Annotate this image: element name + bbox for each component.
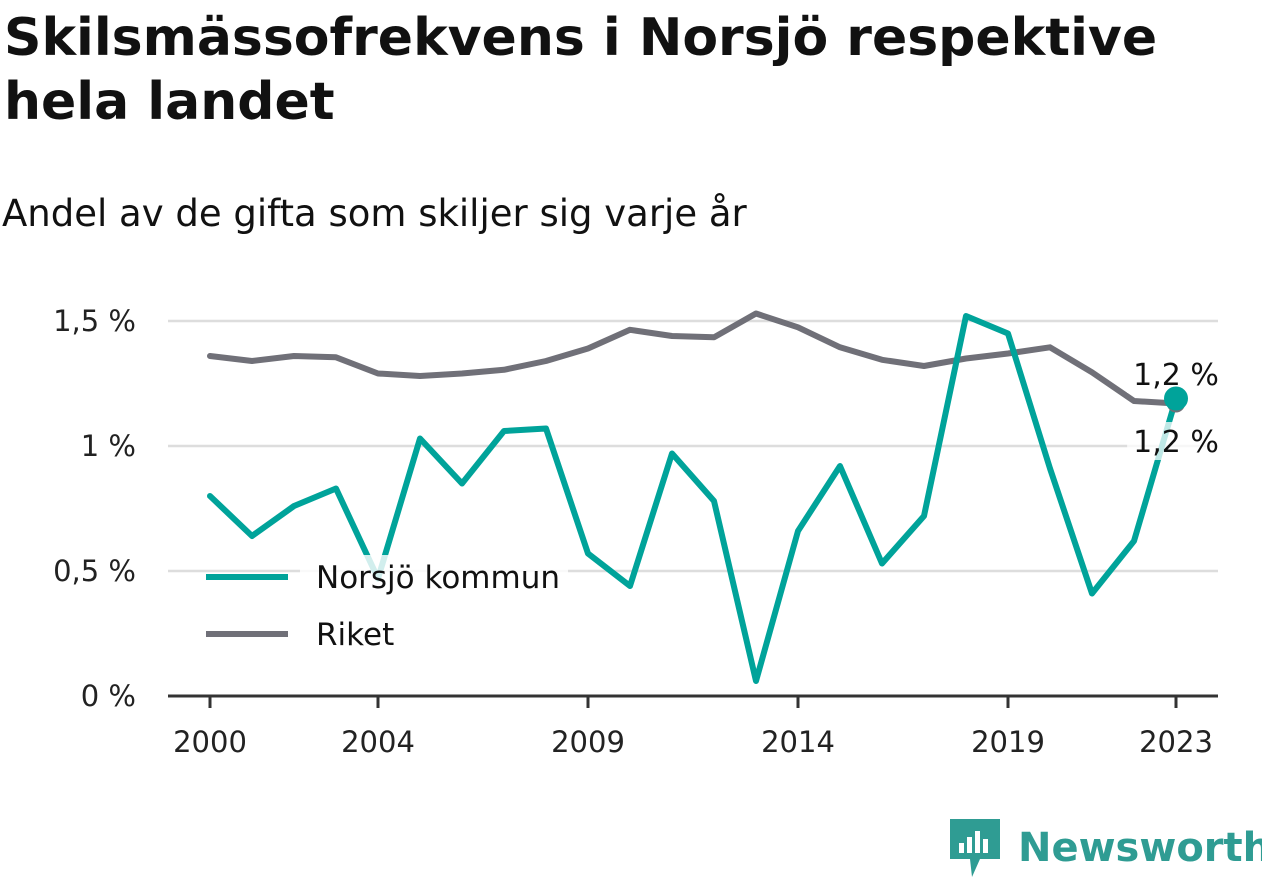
y-tick-label: 0,5 %: [53, 554, 136, 588]
legend-label-background: [300, 555, 568, 599]
x-axis: 2000 2004 2009 2014 2019 2023: [168, 694, 1218, 759]
end-marker: [1164, 386, 1188, 411]
y-tick-label: 0 %: [81, 679, 136, 713]
legend: Norsjö kommun Riket: [206, 555, 568, 656]
legend-label: Norsjö kommun: [316, 560, 560, 596]
x-tick-label: 2014: [761, 725, 835, 759]
x-tick-label: 2019: [971, 725, 1045, 759]
newsworthy-logo-icon: [950, 819, 1000, 877]
legend-label-background: [300, 612, 403, 656]
y-tick-label: 1 %: [81, 429, 136, 463]
chart-subtitle: Andel av de gifta som skiljer sig varje …: [2, 192, 747, 235]
x-tick-label: 2004: [341, 725, 415, 759]
legend-label: Riket: [316, 617, 394, 653]
chart-title: Skilsmässofrekvens i Norsjö respektive h…: [4, 8, 1158, 132]
end-labels: 1,2 %1,2 %: [1127, 355, 1225, 460]
y-axis-tick-labels: 0 % 0,5 % 1 % 1,5 %: [53, 304, 136, 713]
series-line: [207, 310, 1179, 407]
y-tick-label: 1,5 %: [53, 304, 136, 338]
brand-logo: Newsworthy: [950, 818, 1262, 878]
x-tick-label: 2023: [1139, 725, 1213, 759]
end-value-label: 1,2 %: [1133, 425, 1219, 460]
brand-name: Newsworthy: [1018, 825, 1262, 871]
end-label-background: [1127, 422, 1225, 460]
x-tick-label: 2009: [551, 725, 625, 759]
x-tick-label: 2000: [173, 725, 247, 759]
